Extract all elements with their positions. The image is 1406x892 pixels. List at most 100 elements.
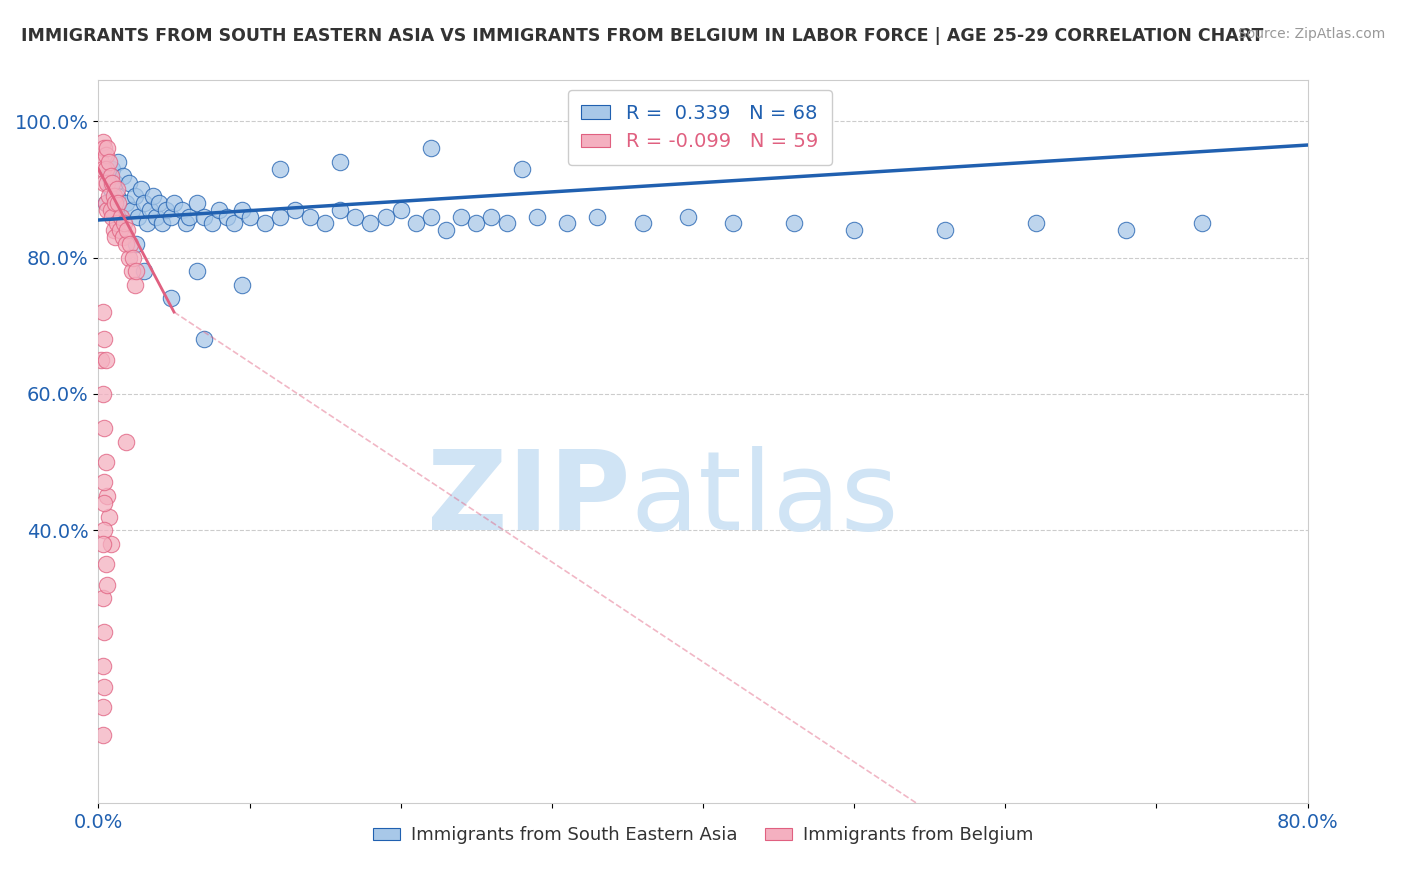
Point (139, 202, 162, 217)
Point (118, 251, 141, 265)
Point (107, 155, 129, 169)
Point (239, 210, 262, 224)
Point (631, 216, 654, 230)
Point (231, 202, 253, 217)
Point (495, 216, 517, 230)
Point (510, 161, 533, 176)
Point (91, 161, 114, 176)
Point (120, 236, 142, 251)
Text: IMMIGRANTS FROM SOUTH EASTERN ASIA VS IMMIGRANTS FROM BELGIUM IN LABOR FORCE | A: IMMIGRANTS FROM SOUTH EASTERN ASIA VS IM… (21, 27, 1264, 45)
Point (193, 210, 215, 224)
Point (111, 169, 134, 183)
Point (465, 216, 488, 230)
Point (284, 202, 307, 217)
Point (108, 223, 131, 237)
Point (114, 196, 136, 211)
Point (129, 182, 152, 196)
Point (93, 475, 115, 490)
Point (91, 387, 114, 401)
Point (125, 236, 148, 251)
Point (115, 223, 138, 237)
Point (420, 141, 443, 155)
Point (526, 210, 548, 224)
Point (104, 230, 127, 244)
Point (94, 148, 117, 162)
Point (389, 202, 412, 217)
Point (215, 210, 238, 224)
Point (179, 210, 201, 224)
Point (124, 277, 146, 292)
Point (90, 155, 112, 169)
Text: ZIP: ZIP (427, 446, 630, 553)
Point (93, 141, 115, 155)
Point (142, 189, 165, 203)
Point (122, 251, 145, 265)
Point (269, 161, 291, 176)
Point (329, 202, 352, 217)
Point (160, 292, 183, 306)
Point (224, 216, 246, 230)
Point (93, 496, 115, 510)
Point (96, 141, 118, 155)
Point (94, 196, 117, 211)
Point (111, 230, 134, 244)
Point (155, 202, 177, 217)
Point (100, 182, 122, 196)
Point (135, 216, 157, 230)
Point (253, 216, 276, 230)
Point (231, 277, 253, 292)
Point (450, 210, 472, 224)
Point (94, 352, 117, 367)
Point (105, 216, 128, 230)
Point (434, 223, 457, 237)
Point (125, 264, 148, 278)
Point (934, 223, 956, 237)
Point (100, 537, 122, 551)
Point (1115, 223, 1137, 237)
Point (314, 216, 336, 230)
Point (405, 216, 427, 230)
Point (360, 216, 382, 230)
Point (481, 210, 503, 224)
Point (844, 223, 866, 237)
Point (661, 141, 683, 155)
Point (103, 223, 125, 237)
Point (101, 161, 124, 176)
Point (114, 434, 136, 449)
Point (160, 210, 183, 224)
Point (90, 352, 112, 367)
Point (555, 216, 578, 230)
Point (186, 264, 208, 278)
Point (98, 189, 121, 203)
Point (96, 577, 118, 591)
Point (208, 202, 231, 217)
Point (783, 216, 806, 230)
Point (586, 210, 609, 224)
Point (174, 216, 197, 230)
Point (93, 421, 115, 435)
Point (94, 455, 117, 469)
Point (1191, 216, 1213, 230)
Point (100, 202, 122, 217)
Point (186, 196, 208, 211)
Legend: Immigrants from South Eastern Asia, Immigrants from Belgium: Immigrants from South Eastern Asia, Immi… (366, 819, 1040, 852)
Point (93, 625, 115, 640)
Point (96, 489, 118, 503)
Point (344, 210, 367, 224)
Point (374, 210, 396, 224)
Point (132, 196, 155, 211)
Point (93, 680, 115, 694)
Point (193, 332, 215, 346)
Point (93, 523, 115, 537)
Point (93, 332, 115, 346)
Point (105, 182, 128, 196)
Point (201, 216, 224, 230)
Point (723, 216, 745, 230)
Point (96, 176, 118, 190)
Point (121, 264, 143, 278)
Point (104, 176, 127, 190)
Point (124, 189, 146, 203)
Point (114, 236, 136, 251)
Point (91, 135, 114, 149)
Point (91, 537, 114, 551)
